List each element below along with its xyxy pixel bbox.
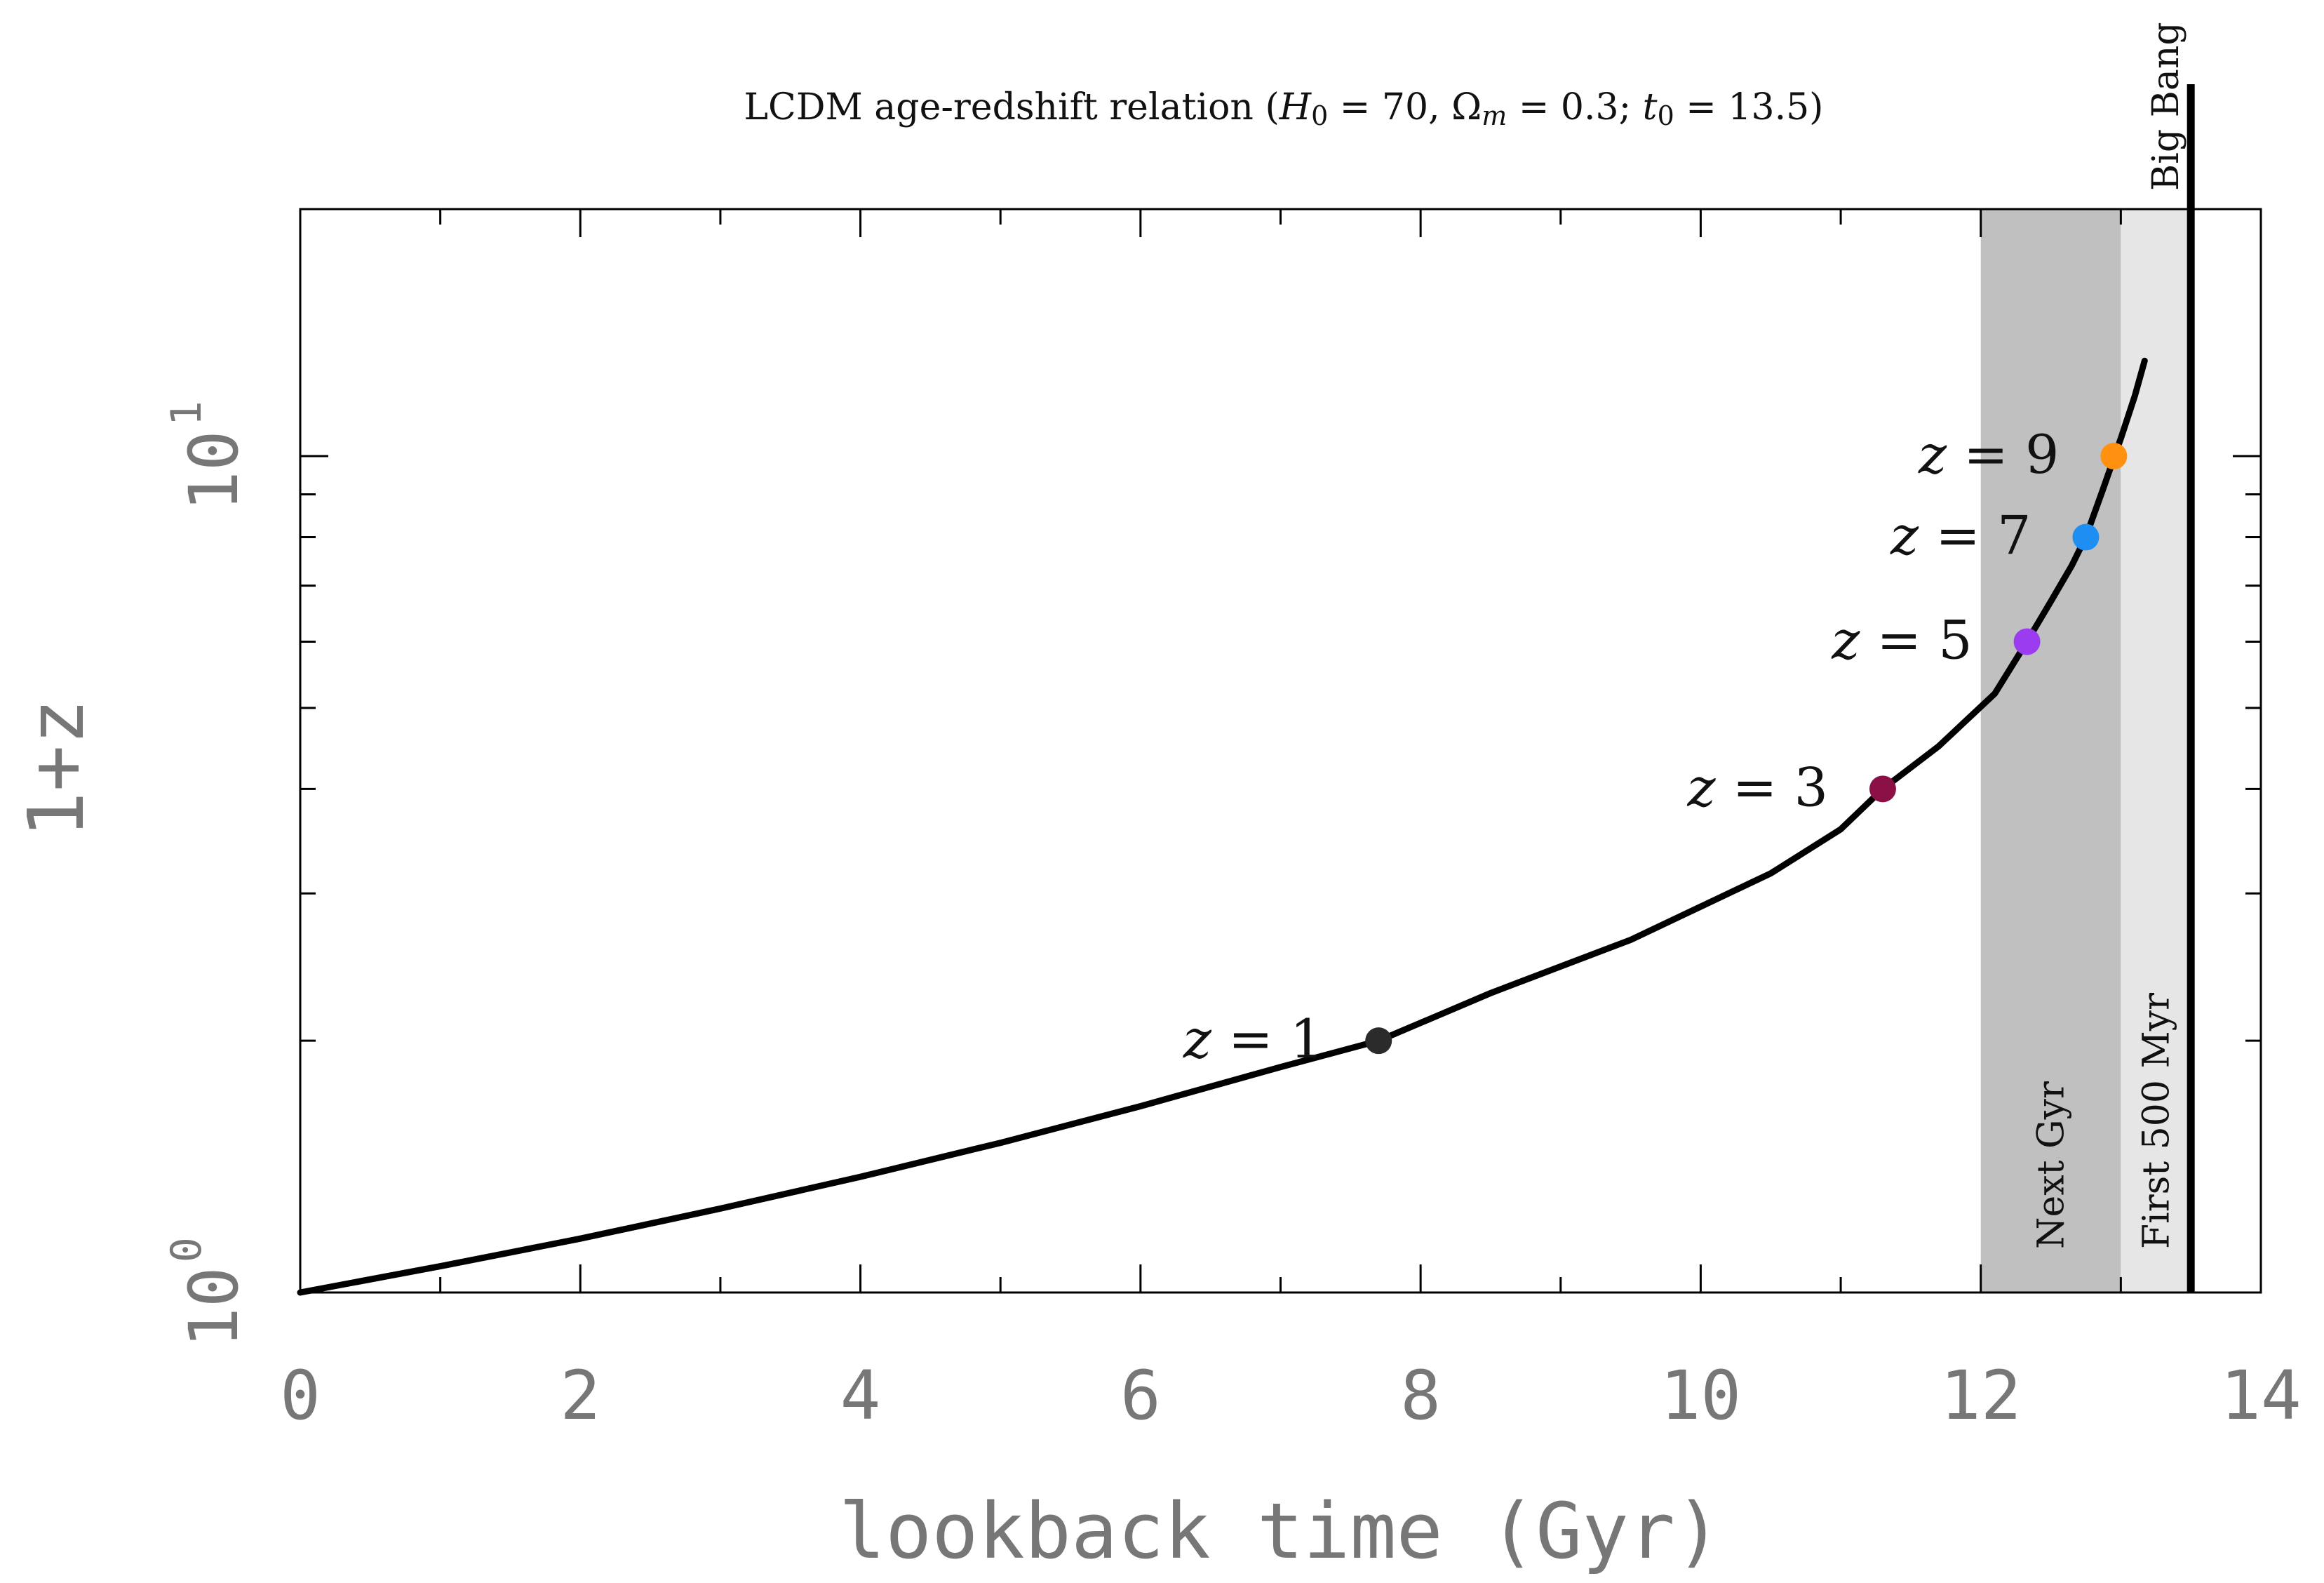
redshift-value: = 1 [1211, 1008, 1324, 1070]
title-part-2: = 70, Ω [1328, 86, 1482, 128]
redshift-value: = 9 [1947, 423, 2059, 486]
y-axis-title: 1+z [11, 699, 101, 839]
redshift-symbol: z [1831, 608, 1860, 671]
x-tick-label: 10 [1660, 1356, 1742, 1435]
redshift-label-3: z = 5 [1831, 608, 1972, 671]
redshift-symbol: z [1918, 423, 1947, 486]
y-tick-label: 101 [162, 401, 253, 512]
x-tick-label: 4 [840, 1356, 881, 1435]
band-1 [1980, 209, 2121, 1293]
redshift-label-1: z = 1 [1183, 1008, 1324, 1070]
x-tick-labels: 0 2 4 6 8 10 12 14 [280, 1356, 2302, 1435]
redshift-value: = 7 [1919, 505, 2031, 567]
x-tick-label: 12 [1940, 1356, 2022, 1435]
shaded-bands: Next Gyr First 500 Myr [1980, 209, 2191, 1293]
redshift-marker-4 [2072, 523, 2100, 551]
band-label-1: Next Gyr [2031, 1081, 2073, 1249]
y-tick-base: 10 [175, 430, 253, 512]
title-part-1: LCDM age-redshift relation ( [744, 86, 1279, 128]
band-label-2: First 500 Myr [2135, 993, 2177, 1249]
redshift-marker-5 [2100, 443, 2128, 469]
title-omega-subscript: m [1482, 100, 1507, 131]
redshift-symbol: z [1183, 1008, 1212, 1070]
title-t-symbol: t [1643, 86, 1658, 128]
redshift-label-2: z = 3 [1687, 756, 1828, 818]
redshift-value: = 3 [1716, 756, 1828, 818]
y-tick-base: 10 [175, 1267, 253, 1348]
title-part-4: = 13.5) [1674, 86, 1824, 128]
y-tick-exponent: 0 [162, 1237, 211, 1262]
redshift-symbol: z [1687, 756, 1717, 818]
band-2 [2121, 209, 2191, 1293]
x-tick-label: 14 [2220, 1356, 2302, 1435]
redshift-marker-1 [1365, 1027, 1392, 1055]
title-t-subscript: 0 [1658, 100, 1674, 131]
x-tick-label: 2 [560, 1356, 600, 1435]
redshift-label-5: z = 9 [1918, 423, 2059, 486]
redshift-symbol: z [1890, 505, 1919, 567]
plot-area-frame [299, 208, 2262, 1294]
age-redshift-curve [297, 357, 2148, 1296]
redshift-marker-2 [1869, 775, 1896, 803]
redshift-markers [1365, 443, 2128, 1055]
x-tick-label: 6 [1120, 1356, 1161, 1435]
redshift-labels: z = 1z = 3z = 5z = 7z = 9 [1183, 423, 2060, 1070]
big-bang-label: Big Bang [2145, 22, 2187, 191]
x-axis-title: lookback time (Gyr) [839, 1486, 1721, 1576]
redshift-marker-3 [2013, 628, 2041, 655]
x-tick-label: 0 [280, 1356, 321, 1435]
redshift-label-4: z = 7 [1890, 505, 2031, 567]
title-part-3: = 0.3; [1507, 86, 1642, 128]
y-tick-exponent: 1 [162, 401, 211, 426]
title-h-subscript: 0 [1311, 100, 1328, 131]
title-h-symbol: H [1279, 86, 1312, 128]
chart-title: LCDM age-redshift relation (H0 = 70, Ωm … [744, 86, 1824, 131]
axis-ticks [299, 209, 2262, 1294]
y-tick-label: 100 [162, 1237, 253, 1348]
x-tick-label: 8 [1400, 1356, 1441, 1435]
redshift-value: = 5 [1860, 608, 1972, 671]
